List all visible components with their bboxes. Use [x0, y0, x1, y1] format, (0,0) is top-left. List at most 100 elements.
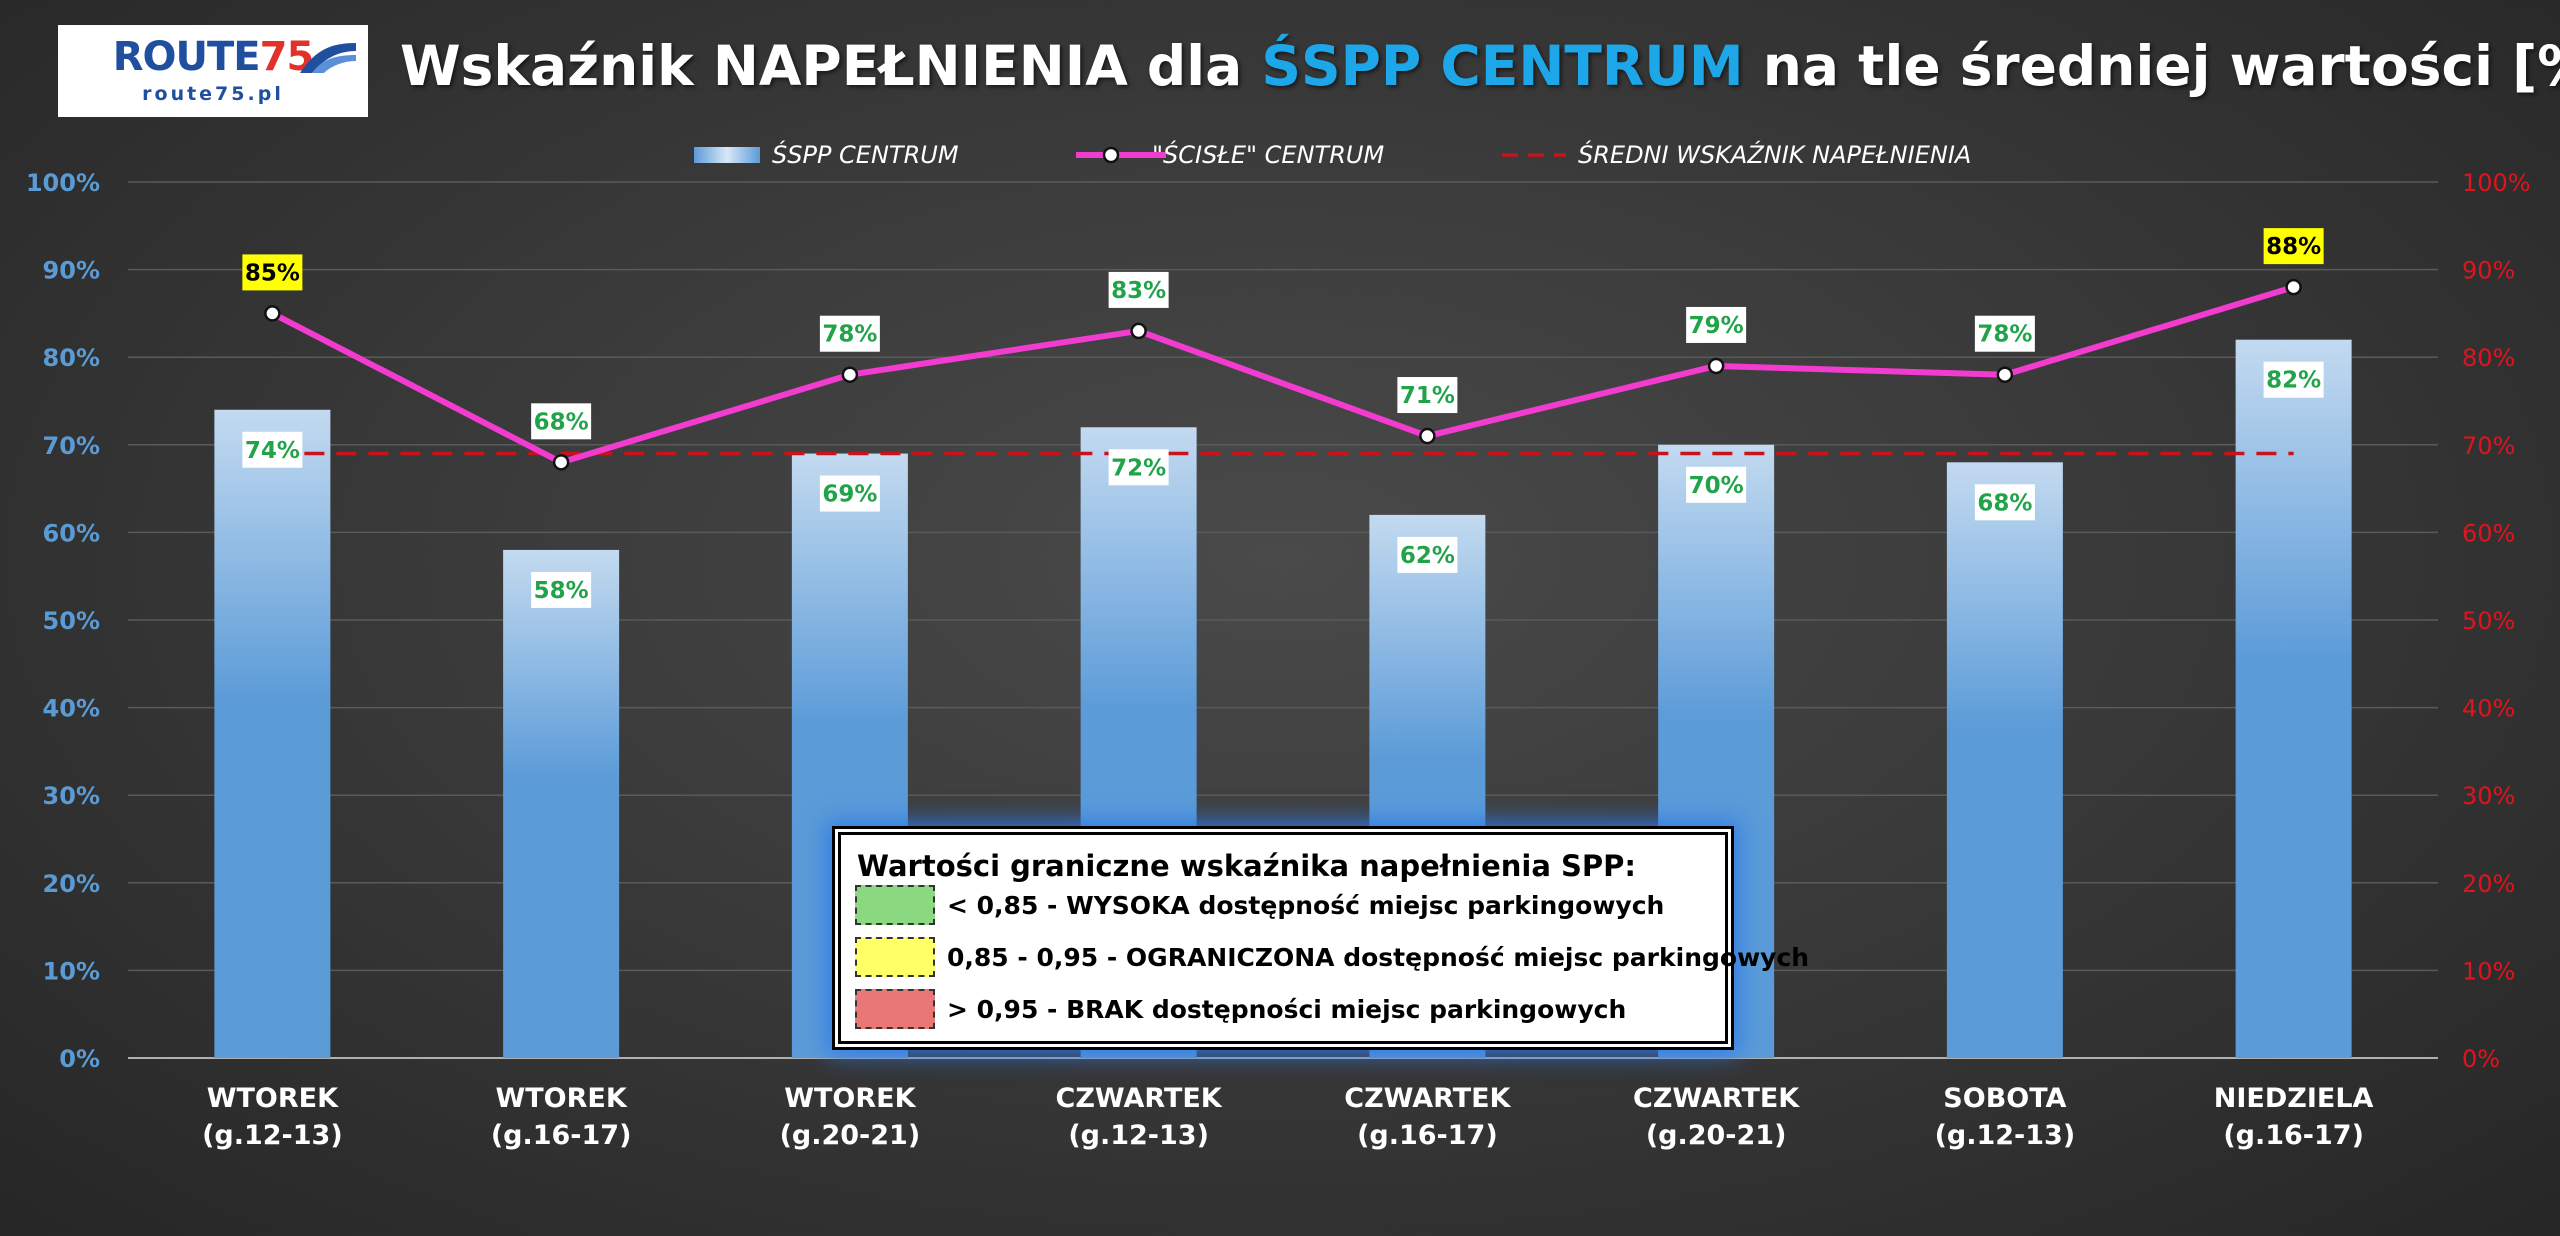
x-axis-category-label-line: (g.16-17)	[1357, 1120, 1498, 1151]
line-data-label-background	[1397, 377, 1458, 414]
left-axis-tick-label: 70%	[43, 432, 100, 460]
line-data-label: 78%	[822, 322, 877, 348]
legend-bar-swatch	[694, 147, 760, 163]
threshold-row-none: > 0,95 - BRAK dostępności miejsc parking…	[855, 989, 1715, 1031]
bar	[2235, 339, 2352, 1058]
threshold-text-limited: 0,85 - 0,95 - OGRANICZONA dostępność mie…	[947, 943, 1810, 972]
right-axis-tick-label: 80%	[2462, 344, 2515, 372]
legend-line-marker	[1102, 146, 1120, 164]
x-axis-category-label-line: (g.12-13)	[202, 1120, 343, 1151]
line-data-label: 68%	[534, 409, 589, 435]
bar-data-label: 72%	[1111, 455, 1166, 481]
chart-title: Wskaźnik NAPEŁNIENIA dla ŚSPP CENTRUM na…	[400, 34, 2560, 98]
threshold-swatch-green	[855, 885, 935, 925]
bar-data-label: 69%	[822, 482, 877, 508]
line-marker	[1996, 366, 2014, 383]
line-series-path	[270, 284, 2295, 466]
bar	[1946, 462, 2063, 1058]
line-data-label-background	[1108, 271, 1169, 308]
line-data-label-background	[242, 254, 303, 291]
line-data-label: 88%	[2266, 234, 2321, 260]
x-axis-category-label-line: (g.20-21)	[780, 1120, 921, 1151]
line-data-label-background	[819, 315, 880, 352]
bar	[503, 549, 620, 1058]
threshold-swatch-yellow	[855, 937, 935, 977]
line-data-label: 83%	[1111, 278, 1166, 304]
title-part-1: Wskaźnik NAPEŁNIENIA dla	[400, 34, 1262, 98]
left-axis-tick-label: 30%	[43, 782, 100, 810]
x-axis-category-label-line: CZWARTEK	[1344, 1083, 1511, 1114]
right-axis-tick-label: 10%	[2462, 957, 2515, 985]
x-axis-category-label: CZWARTEK (g.20-21)	[1633, 1083, 1800, 1151]
x-axis-category-label-line: SOBOTA	[1943, 1083, 2066, 1114]
left-axis-tick-label: 90%	[43, 257, 100, 285]
data-labels: 74% 58% 69% 72% 62% 70% 68% 82% 85% 68% 78% 83% 71% 7…	[242, 228, 2324, 608]
x-axis-category-label-line: NIEDZIELA	[2214, 1083, 2374, 1114]
legend-line-label: "ŚCISŁE" CENTRUM	[1152, 139, 1384, 169]
bar-data-label-background	[1397, 536, 1458, 573]
line-data-label: 85%	[245, 260, 300, 286]
title-highlight: ŚSPP CENTRUM	[1261, 34, 1744, 98]
line-marker	[841, 366, 859, 383]
threshold-swatch-red	[855, 989, 935, 1029]
x-axis-category-label: WTOREK (g.12-13)	[202, 1083, 343, 1151]
bar-data-label: 74%	[245, 438, 300, 464]
right-axis-tick-label: 40%	[2462, 695, 2515, 723]
line-marker	[1130, 322, 1147, 340]
bar-data-label: 58%	[534, 578, 589, 604]
legend-bar-label: ŚSPP CENTRUM	[772, 139, 959, 169]
axes: 0% 0% 10% 10% 20% 20% 30% 30% 40% 40% 50% 50% 60% 60%…	[26, 169, 2531, 1151]
left-axis-tick-label: 0%	[59, 1045, 100, 1073]
bar-data-label-background	[1686, 466, 1747, 503]
line-marker	[264, 305, 281, 322]
threshold-text-none: > 0,95 - BRAK dostępności miejsc parking…	[947, 995, 1627, 1024]
line-marker	[1419, 427, 1436, 445]
right-axis-tick-label: 20%	[2462, 870, 2515, 898]
bar-data-label: 70%	[1689, 473, 1744, 499]
right-axis-tick-label: 100%	[2462, 169, 2531, 197]
bar-data-label-background	[531, 571, 592, 608]
bar-data-label-background	[2263, 361, 2324, 398]
left-axis-tick-label: 60%	[43, 519, 100, 547]
x-axis-category-label: CZWARTEK (g.12-13)	[1056, 1083, 1223, 1151]
line-marker	[2285, 278, 2302, 296]
x-axis-category-label: WTOREK (g.20-21)	[780, 1083, 921, 1151]
x-axis-category-label-line: WTOREK	[784, 1083, 916, 1114]
x-axis-category-label: CZWARTEK (g.16-17)	[1344, 1083, 1511, 1151]
left-axis-tick-label: 100%	[26, 169, 100, 197]
threshold-row-high: < 0,85 - WYSOKA dostępność miejsc parkin…	[855, 885, 1715, 927]
bar-data-label: 62%	[1400, 543, 1455, 569]
x-axis-category-label-line: CZWARTEK	[1056, 1083, 1223, 1114]
threshold-legend-title: Wartości graniczne wskaźnika napełnienia…	[857, 849, 1637, 883]
threshold-text-high: < 0,85 - WYSOKA dostępność miejsc parkin…	[947, 891, 1665, 920]
bar-data-label-background	[1108, 449, 1169, 486]
x-axis-category-label-line: (g.16-17)	[491, 1120, 632, 1151]
road-swoosh-icon	[300, 43, 356, 73]
x-axis-category-label-line: (g.12-13)	[1935, 1120, 2076, 1151]
line-marker	[1707, 357, 1725, 375]
right-axis-tick-label: 0%	[2462, 1045, 2500, 1073]
line-marker	[552, 454, 570, 471]
threshold-legend-box: Wartości graniczne wskaźnika napełnienia…	[838, 832, 1809, 1044]
x-axis-category-label: SOBOTA (g.12-13)	[1935, 1083, 2076, 1151]
legend-average-label: ŚREDNI WSKAŹNIK NAPEŁNIENIA	[1578, 139, 1971, 169]
line-data-label: 78%	[1977, 322, 2032, 348]
x-axis-category-label-line: WTOREK	[207, 1083, 339, 1114]
line-data-label-background	[1974, 315, 2035, 352]
left-axis-tick-label: 80%	[43, 344, 100, 372]
x-axis-category-label-line: CZWARTEK	[1633, 1083, 1800, 1114]
bar-data-label: 82%	[2266, 368, 2321, 394]
x-axis-category-label: WTOREK (g.16-17)	[491, 1083, 632, 1151]
threshold-row-limited: 0,85 - 0,95 - OGRANICZONA dostępność mie…	[855, 937, 1809, 979]
right-axis-tick-label: 50%	[2462, 607, 2515, 635]
logo-word: ROUTE	[112, 34, 261, 80]
right-axis-tick-label: 60%	[2462, 519, 2515, 547]
left-axis-tick-label: 50%	[43, 607, 100, 635]
left-axis-tick-label: 40%	[43, 695, 100, 723]
bar-data-label: 68%	[1977, 490, 2032, 516]
x-axis-category-label-line: (g.16-17)	[2223, 1120, 2364, 1151]
x-axis-category-label-line: (g.20-21)	[1646, 1120, 1787, 1151]
right-axis-tick-label: 90%	[2462, 257, 2515, 285]
logo-wordmark: ROUTE75	[58, 35, 368, 79]
